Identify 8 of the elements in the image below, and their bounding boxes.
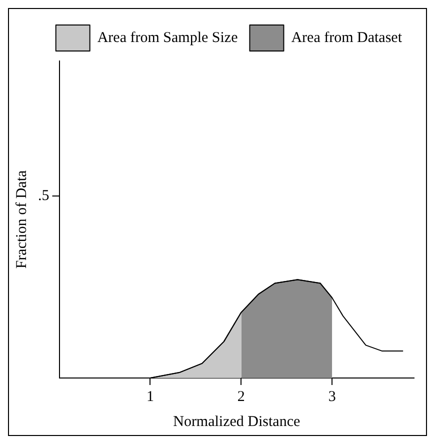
x-tick-label: 3 [328,388,336,405]
y-tick-label: .5 [38,188,50,204]
x-axis-title: Normalized Distance [173,414,300,430]
x-tick-label: 1 [146,388,154,405]
legend-label: Area from Sample Size [97,30,238,46]
x-tick-label: 2 [237,388,245,405]
legend-label: Area from Dataset [291,30,403,46]
y-axis-title: Fraction of Data [14,170,30,269]
